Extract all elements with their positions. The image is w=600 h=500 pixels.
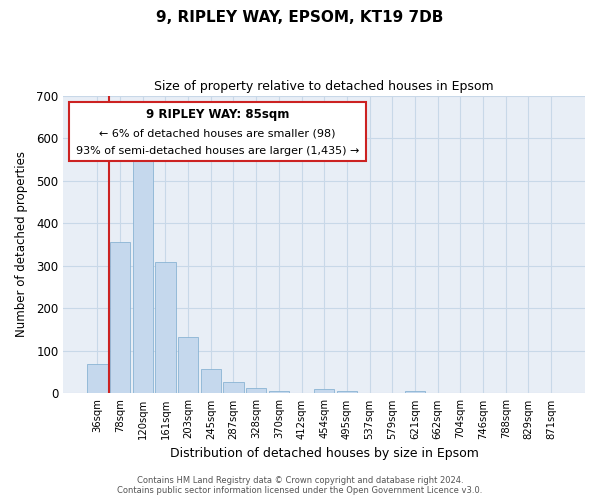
Bar <box>87 364 107 394</box>
Bar <box>200 369 221 394</box>
Y-axis label: Number of detached properties: Number of detached properties <box>15 152 28 338</box>
Title: Size of property relative to detached houses in Epsom: Size of property relative to detached ho… <box>154 80 494 93</box>
Bar <box>246 388 266 394</box>
Text: 9 RIPLEY WAY: 85sqm: 9 RIPLEY WAY: 85sqm <box>146 108 289 121</box>
Bar <box>337 392 357 394</box>
Bar <box>110 242 130 394</box>
Text: 9, RIPLEY WAY, EPSOM, KT19 7DB: 9, RIPLEY WAY, EPSOM, KT19 7DB <box>157 10 443 25</box>
Bar <box>178 337 199 394</box>
X-axis label: Distribution of detached houses by size in Epsom: Distribution of detached houses by size … <box>170 447 479 460</box>
Bar <box>155 262 176 394</box>
Bar <box>405 392 425 394</box>
Text: Contains public sector information licensed under the Open Government Licence v3: Contains public sector information licen… <box>118 486 482 495</box>
Text: Contains HM Land Registry data © Crown copyright and database right 2024.: Contains HM Land Registry data © Crown c… <box>137 476 463 485</box>
Bar <box>269 392 289 394</box>
Text: ← 6% of detached houses are smaller (98): ← 6% of detached houses are smaller (98) <box>99 128 335 138</box>
Text: 93% of semi-detached houses are larger (1,435) →: 93% of semi-detached houses are larger (… <box>76 146 359 156</box>
FancyBboxPatch shape <box>68 102 366 161</box>
Bar <box>133 153 153 394</box>
Bar <box>223 382 244 394</box>
Bar <box>314 389 334 394</box>
